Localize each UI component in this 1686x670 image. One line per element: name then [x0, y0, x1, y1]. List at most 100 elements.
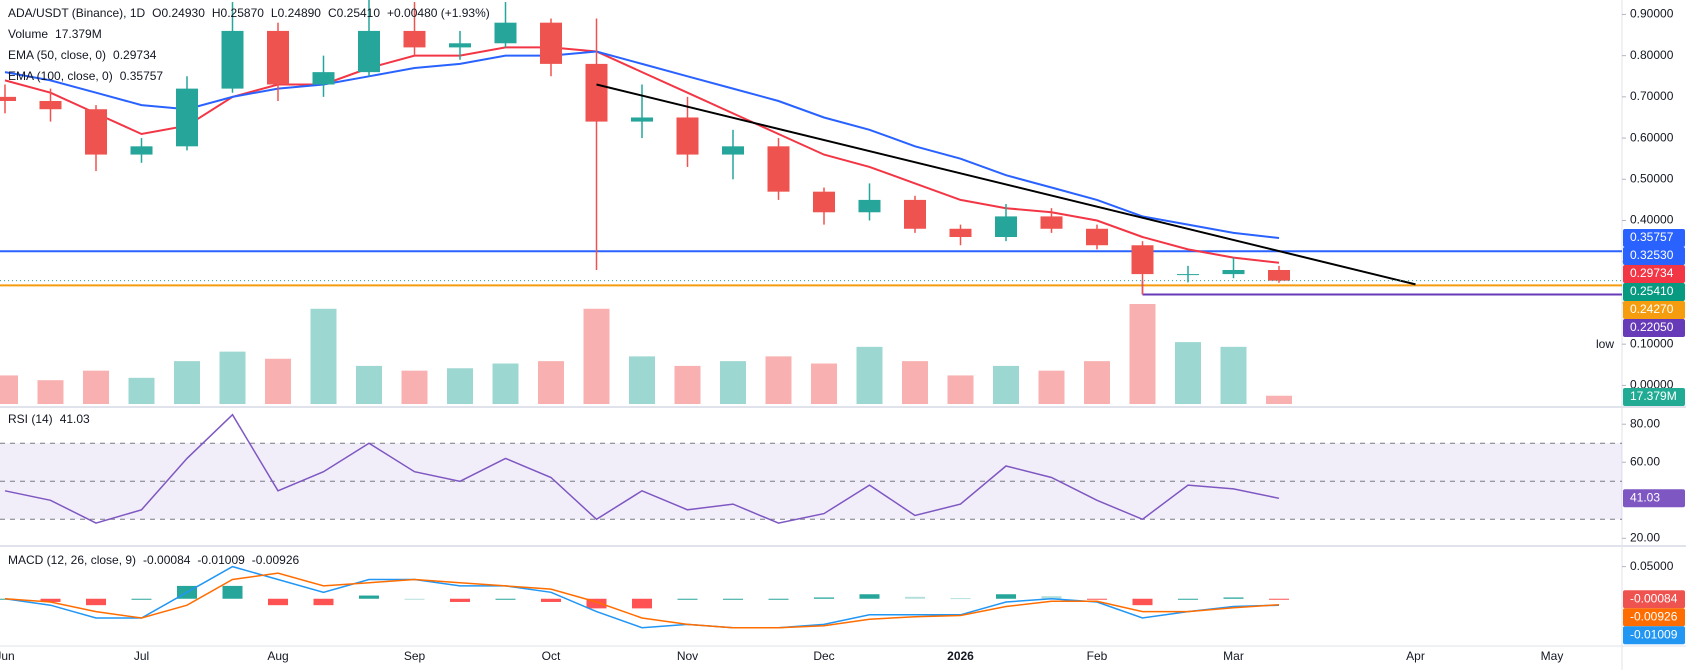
candle-body: [1086, 228, 1108, 246]
volume-bar: [401, 370, 428, 404]
rsi-line: [4, 413, 1280, 524]
volume-bar: [219, 351, 246, 404]
volume-bar: [128, 377, 155, 404]
volume-bar: [356, 365, 382, 404]
price-label: 0.29734: [1630, 266, 1674, 280]
y-tick-label: 0.10000: [1630, 336, 1674, 350]
candle-body: [631, 117, 653, 122]
candle-body: [1222, 269, 1245, 275]
candle-body: [540, 22, 562, 64]
price-label-box: [1623, 590, 1685, 609]
y-tick-label: 20.00: [1630, 530, 1660, 544]
macd-histogram-bar: [313, 598, 334, 606]
y-tick-label: 0.90000: [1630, 7, 1674, 21]
x-tick-label: Dec: [813, 649, 834, 663]
overlay: 0.000000.100000.200000.300000.400000.500…: [0, 6, 1685, 663]
volume-bar: [856, 346, 883, 404]
ohlc-value: L0.24890: [271, 6, 321, 20]
volume-bar: [265, 358, 291, 404]
legend-value: -0.00926: [252, 553, 300, 567]
price-label-box: [1623, 301, 1685, 320]
macd-histogram-bar: [1223, 597, 1244, 599]
candle-body: [1177, 274, 1199, 276]
price-label-box: [1623, 229, 1685, 248]
volume-bar: [83, 370, 109, 404]
candle-body: [904, 199, 926, 229]
macd-histogram-bar: [1132, 598, 1153, 606]
candle-body: [130, 146, 153, 155]
x-tick-label: May: [1541, 649, 1564, 663]
volume-bar: [629, 356, 655, 404]
candle-body: [1131, 245, 1154, 275]
x-tick-label: 2026: [947, 649, 974, 663]
y-tick-label: 60.00: [1630, 454, 1660, 468]
candle-body: [858, 199, 881, 213]
legend-value: -0.00084: [143, 553, 191, 567]
price-label-box: [1623, 265, 1685, 284]
macd-histogram-bar: [40, 598, 61, 602]
volume-bar: [37, 380, 64, 404]
candle-body: [1268, 269, 1290, 281]
volume-bar: [902, 361, 928, 404]
macd-histogram-bar: [541, 598, 561, 602]
price-label: 41.03: [1630, 490, 1660, 504]
volume-bar: [720, 361, 746, 404]
volume-bar: [538, 361, 564, 404]
candle-body: [449, 43, 471, 48]
candle-body: [221, 30, 244, 89]
legend-value: 0.29734: [113, 48, 157, 62]
volume-bar: [583, 308, 610, 404]
volume-bar: [1129, 304, 1156, 404]
macd-histogram-bar: [1178, 598, 1198, 600]
macd-line: [4, 565, 1280, 629]
price-label: 0.22050: [1630, 320, 1674, 334]
macd-histogram-bar: [859, 594, 880, 599]
y-tick-label: 80.00: [1630, 416, 1660, 430]
ohlc-value: O0.24930: [152, 6, 205, 20]
y-tick-label: 0.60000: [1630, 130, 1674, 144]
volume-bar: [765, 356, 792, 404]
price-label-box: [1623, 247, 1685, 266]
x-tick-label: Oct: [542, 649, 561, 663]
macd-line: [4, 572, 1280, 629]
macd-histogram-bar: [131, 598, 152, 600]
ohlc-value: H0.25870: [212, 6, 264, 20]
candle-body: [39, 100, 62, 110]
macd-histogram-bar: [814, 597, 834, 599]
macd-histogram-bar: [996, 594, 1016, 599]
macd-histogram-bar: [86, 598, 106, 606]
price-label: 0.32530: [1630, 248, 1674, 262]
price-label: 17.379M: [1630, 389, 1677, 403]
x-tick-label: Mar: [1223, 649, 1244, 663]
candle-body: [403, 30, 426, 48]
price-label: 0.25410: [1630, 284, 1674, 298]
legend-value: -0.01009: [197, 553, 245, 567]
volume-bar: [1220, 346, 1247, 404]
macd-histogram-bar: [450, 598, 470, 602]
volume-bar: [947, 375, 974, 404]
volume-bar: [811, 363, 837, 404]
legend-value: 41.03: [60, 412, 90, 426]
candle-body: [722, 146, 744, 155]
volume-bar: [993, 365, 1019, 404]
macd-histogram-bar: [632, 598, 652, 609]
candle-body: [0, 96, 16, 101]
price-label-box: [1623, 489, 1685, 508]
legend-name: Volume: [8, 27, 48, 41]
ema-line: [4, 46, 1280, 264]
symbol-title: ADA/USDT (Binance), 1D: [8, 6, 145, 20]
volume-bar: [1084, 361, 1110, 404]
x-tick-label: Jun: [0, 649, 15, 663]
y-tick-label: 0.05000: [1630, 559, 1674, 573]
price-label-box: [1623, 608, 1685, 627]
price-label: 0.24270: [1630, 302, 1674, 316]
legend-name: RSI (14): [8, 412, 53, 426]
candle-body: [813, 191, 835, 213]
change-value: +0.00480 (+1.93%): [387, 6, 490, 20]
volume-bar: [674, 365, 701, 404]
volume-bar: [310, 308, 337, 404]
x-tick-label: Apr: [1406, 649, 1425, 663]
legend-name: MACD (12, 26, close, 9): [8, 553, 136, 567]
